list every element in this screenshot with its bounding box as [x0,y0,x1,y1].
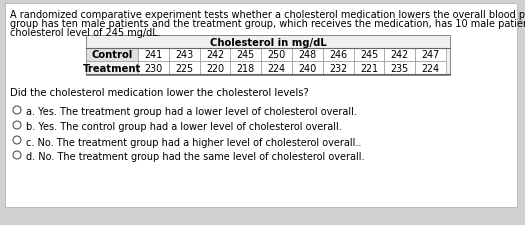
Text: 250: 250 [267,50,286,60]
FancyBboxPatch shape [5,4,517,207]
FancyBboxPatch shape [354,49,384,62]
Text: Control: Control [91,50,133,60]
FancyBboxPatch shape [384,49,415,62]
FancyBboxPatch shape [86,62,138,75]
FancyBboxPatch shape [200,49,230,62]
Text: c. No. The treatment group had a higher level of cholesterol overall..: c. No. The treatment group had a higher … [26,137,361,147]
Text: 242: 242 [391,50,409,60]
FancyBboxPatch shape [323,49,354,62]
FancyBboxPatch shape [138,49,169,62]
FancyBboxPatch shape [354,62,384,75]
Text: A randomized comparative experiment tests whether a cholesterol medication lower: A randomized comparative experiment test… [10,10,525,20]
Text: 242: 242 [206,50,224,60]
FancyBboxPatch shape [261,62,292,75]
Text: Did the cholesterol medication lower the cholesterol levels?: Did the cholesterol medication lower the… [10,88,309,98]
Text: cholesterol level of 245 mg/dL.: cholesterol level of 245 mg/dL. [10,28,161,38]
Text: 218: 218 [237,63,255,73]
Text: d. No. The treatment group had the same level of cholesterol overall.: d. No. The treatment group had the same … [26,152,364,162]
FancyBboxPatch shape [292,62,323,75]
Text: 243: 243 [175,50,193,60]
Text: Cholesterol in mg/dL: Cholesterol in mg/dL [209,38,327,48]
FancyBboxPatch shape [86,36,450,76]
FancyBboxPatch shape [261,49,292,62]
Text: 241: 241 [144,50,163,60]
Text: 245: 245 [237,50,255,60]
Text: 224: 224 [268,63,286,73]
FancyBboxPatch shape [86,49,138,62]
FancyBboxPatch shape [200,62,230,75]
FancyBboxPatch shape [415,49,446,62]
Text: 240: 240 [298,63,317,73]
Text: 232: 232 [329,63,347,73]
Text: 247: 247 [422,50,440,60]
Text: 221: 221 [360,63,378,73]
FancyBboxPatch shape [230,62,261,75]
Text: group has ten male patients and the treatment group, which receives the medicati: group has ten male patients and the trea… [10,19,525,29]
Text: 225: 225 [175,63,193,73]
Text: 248: 248 [298,50,317,60]
FancyBboxPatch shape [169,62,200,75]
FancyBboxPatch shape [230,49,261,62]
Text: 246: 246 [329,50,347,60]
Text: 245: 245 [360,50,378,60]
Text: b. Yes. The control group had a lower level of cholesterol overall.: b. Yes. The control group had a lower le… [26,122,342,132]
Text: 230: 230 [144,63,163,73]
FancyBboxPatch shape [292,49,323,62]
Text: 235: 235 [391,63,409,73]
FancyBboxPatch shape [415,62,446,75]
FancyBboxPatch shape [138,62,169,75]
Text: 220: 220 [206,63,224,73]
FancyBboxPatch shape [323,62,354,75]
Text: Treatment: Treatment [83,63,141,73]
Text: 224: 224 [422,63,439,73]
FancyBboxPatch shape [169,49,200,62]
FancyBboxPatch shape [384,62,415,75]
Text: a. Yes. The treatment group had a lower level of cholesterol overall.: a. Yes. The treatment group had a lower … [26,107,357,117]
